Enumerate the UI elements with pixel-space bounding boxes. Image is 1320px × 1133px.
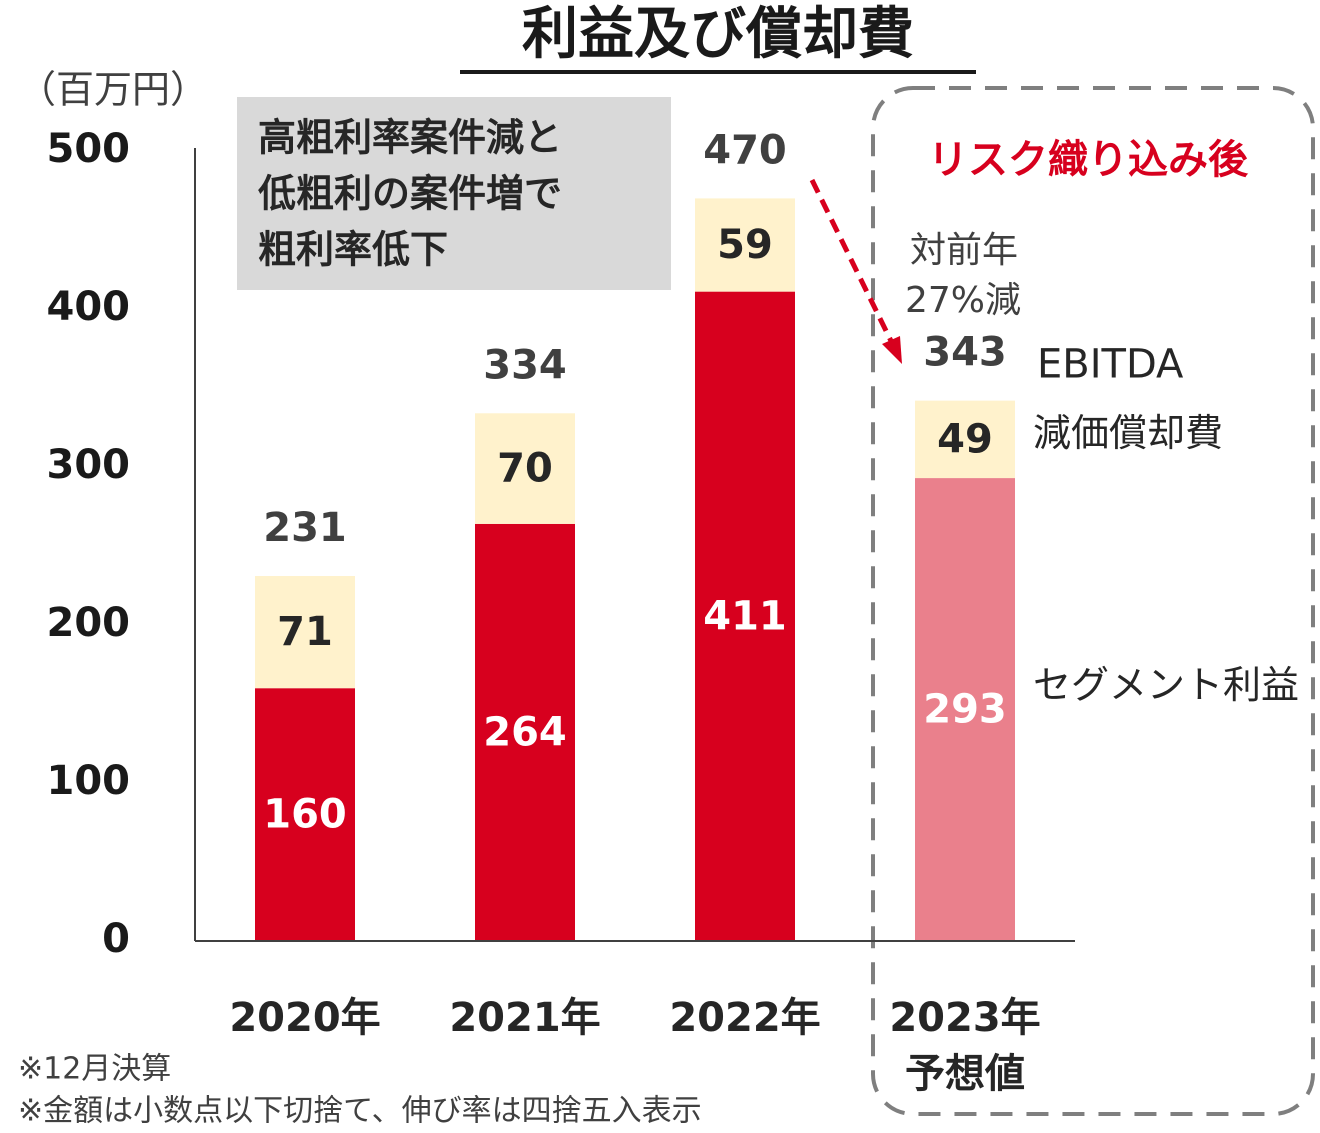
x-tick-label-box: 2020年 (229, 995, 381, 1041)
total-label: 231 (263, 505, 347, 551)
total-label: 470 (703, 127, 787, 173)
forecast-header: リスク織り込み後 (928, 137, 1249, 183)
bar-segment (475, 413, 575, 524)
note-line: 粗利率低下 (258, 228, 448, 272)
y-unit: （百万円） (18, 68, 208, 112)
data-label: 160 (263, 792, 347, 838)
x-tick-label-box: 2022年 (669, 995, 821, 1041)
y-tick-label: 500 (47, 126, 131, 172)
bar-segment (915, 478, 1015, 941)
bar-segment (475, 523, 575, 941)
x-tick-label: 2022年 (669, 995, 821, 1041)
data-label: 70 (497, 446, 553, 492)
yoy-note: 27%減 (905, 280, 1021, 321)
bar-segment (915, 400, 1015, 479)
footnote: ※金額は小数点以下切捨て、伸び率は四捨五入表示 (18, 1094, 702, 1129)
bar-segment (255, 576, 355, 689)
y-tick-label: 300 (47, 442, 131, 488)
yoy-note: 対前年 (910, 230, 1018, 271)
arrow (809, 178, 896, 347)
bar-segment (695, 198, 795, 292)
bar-segment (255, 688, 355, 941)
x-tick-label: 2020年 (229, 995, 381, 1041)
data-label: 264 (483, 709, 567, 755)
note-line: 低粗利の案件増で (258, 172, 562, 216)
y-tick-label: 0 (102, 916, 130, 962)
x-tick-label-box: 2023年 予想値 (889, 995, 1041, 1097)
series-label: EBITDA (1037, 342, 1184, 388)
data-label: 49 (937, 416, 993, 462)
forecast-box (871, 86, 1315, 1116)
series-label: セグメント利益 (1033, 663, 1299, 707)
total-label: 334 (483, 342, 567, 388)
total-label: 343 (923, 330, 1007, 376)
x-tick-label: 2023年 予想値 (889, 995, 1041, 1097)
y-tick-label: 400 (47, 284, 131, 330)
data-label: 71 (277, 609, 333, 655)
chart-title: 利益及び償却費 (522, 2, 914, 67)
y-tick-label: 200 (47, 600, 131, 646)
data-label: 411 (703, 593, 787, 639)
series-label: 減価償却費 (1033, 411, 1223, 455)
data-label: 293 (923, 687, 1007, 733)
note-box (237, 97, 671, 290)
data-label: 59 (717, 222, 773, 268)
x-tick-label-box: 2021年 (449, 995, 601, 1041)
note-line: 高粗利率案件減と (258, 116, 562, 160)
x-tick-label: 2021年 (449, 995, 601, 1041)
arrow-head (882, 336, 902, 364)
footnote: ※12月決算 (18, 1052, 171, 1087)
y-tick-label: 100 (47, 758, 131, 804)
bar-segment (695, 291, 795, 941)
